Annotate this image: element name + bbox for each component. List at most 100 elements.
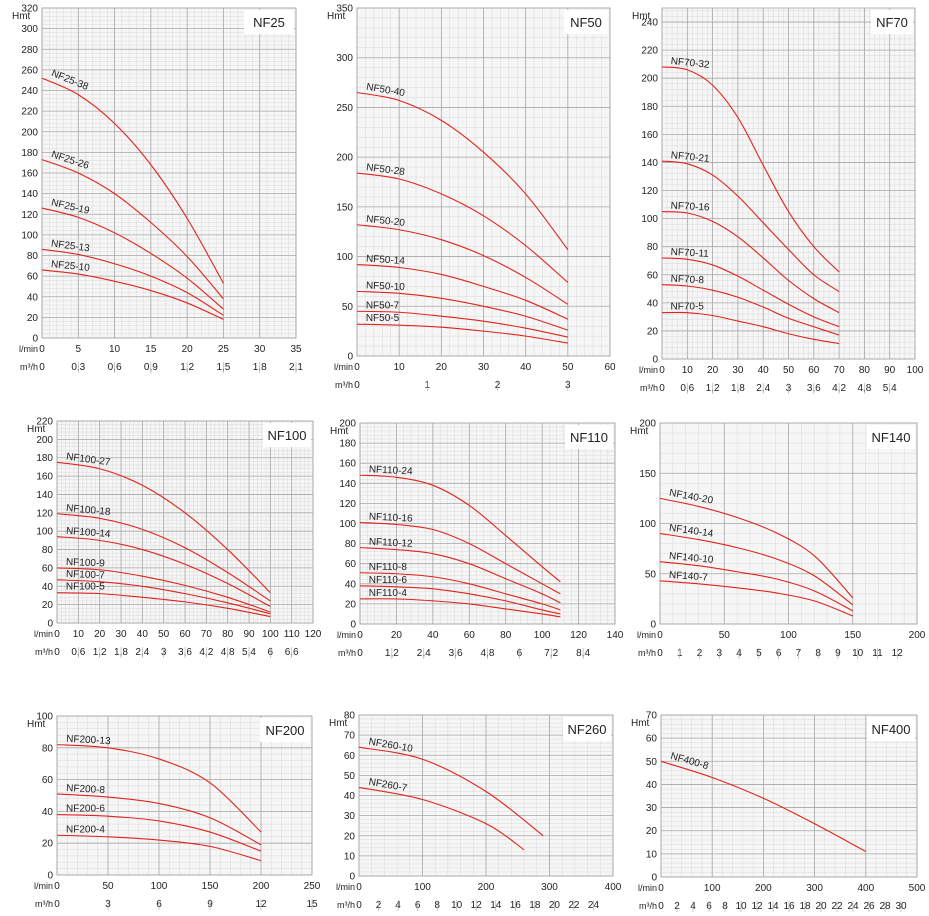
x-tick-label: 110 [284,629,300,640]
y-tick-label: 50 [645,569,657,580]
x-tick-label: 100 [414,882,431,893]
curve-nf100-27 [56,461,271,594]
curve-label: NF140-7 [669,570,709,584]
curve-label: NF110-4 [369,588,408,599]
y-tick-label: 200 [36,435,53,446]
x-tick-label: 250 [304,881,321,892]
curve-label: NF70-16 [670,201,710,214]
x-tick-label: 0 [657,630,663,641]
curve-nf70-21 [661,160,840,293]
grid [56,420,314,624]
chart-title-box [260,718,310,742]
curve-label: NF110-6 [369,575,408,586]
y-axis-label: Hmt [27,719,46,730]
y-axis-label: Hmt [27,424,46,435]
y-tick-label: 50 [344,771,356,782]
chart-title: NF100 [267,428,306,443]
y-tick-label: 200 [21,127,38,138]
curve-nf200-13 [56,744,262,833]
chart-title-box [867,717,915,741]
x-tick-label: 0 [54,881,60,892]
curve-nf100-9 [56,567,271,613]
curve-nf50-40 [356,91,569,250]
y-tick-label: 70 [344,731,356,742]
y-tick-label: 80 [344,711,356,722]
curve-label: NF50-14 [366,254,406,267]
x-tick-label: 20 [182,344,194,355]
y-axis-label: Hmt [327,11,346,22]
y-tick-label: 20 [646,826,658,837]
x-tick-label: 90 [243,629,255,640]
y-tick-label: 100 [639,519,656,530]
curve-label: NF200-8 [66,783,106,796]
x-tick-label: 40 [137,629,149,640]
curve-nf50-20 [356,224,569,305]
y-tick-label: 60 [344,751,356,762]
y-tick-label: 0 [47,871,53,882]
y-tick-label: 320 [21,4,38,15]
y-tick-label: 0 [650,620,656,631]
curve-label: NF110-16 [369,512,414,525]
chart-title-box [263,423,311,447]
y-tick-label: 160 [641,130,658,141]
x2-axis-label: m³/h [35,647,53,657]
y-tick-label: 140 [641,158,658,169]
curve-nf110-6 [359,585,561,615]
y-tick-label: 60 [27,272,39,283]
curve-nf50-28 [356,172,569,283]
x-tick-label: 70 [834,365,846,376]
y-tick-label: 20 [647,326,659,337]
curve-label: NF100-7 [66,569,106,582]
y-tick-label: 0 [349,872,355,883]
x-tick-label: 80 [500,630,512,641]
x-tick-label: 50 [719,630,731,641]
chart-title: NF260 [567,722,606,737]
x2-axis-label: m³/h [639,901,657,911]
x-tick-label: 10 [394,362,406,373]
x-tick-label: 40 [520,362,532,373]
y-tick-label: 100 [336,252,353,263]
y-tick-label: 40 [42,807,54,818]
y-tick-label: 200 [641,74,658,85]
curve-label: NF200-13 [66,734,111,747]
y-tick-label: 200 [336,153,353,164]
curve-label: NF100-5 [66,582,105,593]
x-tick-label: 300 [806,883,823,894]
x-tick-label: 5 [76,344,82,355]
x-tick-label: 0 [356,882,362,893]
y-tick-label: 0 [652,355,658,366]
x2-tick-label: 0 [658,901,664,912]
y-axis-label: Hmt [12,11,31,22]
y-axis-label: Hmt [330,426,349,437]
y-tick-label: 20 [42,600,54,611]
x-tick-label: 100 [907,365,924,376]
curve-nf110-16 [359,521,561,595]
chart-title: NF25 [253,15,285,30]
curve-label: NF70-5 [671,302,705,313]
y-tick-label: 40 [344,791,356,802]
y-tick-label: 80 [27,251,39,262]
y-tick-label: 160 [339,459,356,470]
curve-nf140-14 [659,533,854,606]
curve-nf70-8 [661,284,840,336]
x-axis-label: l/min [638,883,657,893]
y-tick-label: 150 [639,469,656,480]
y-tick-label: 160 [21,169,38,180]
curve-nf25-13 [41,248,224,316]
chart-title-box [563,717,611,741]
y-axis-label: Hmt [632,11,651,22]
y-tick-label: 180 [21,148,38,159]
y-tick-label: 10 [344,851,356,862]
curve-nf140-7 [659,580,853,617]
y-tick-label: 80 [42,743,54,754]
chart-title-box [565,425,613,449]
y-tick-label: 40 [646,780,658,791]
x-tick-label: 0 [659,365,665,376]
x-axis-label: l/min [637,630,656,640]
x-tick-label: 25 [218,344,230,355]
curve-nf140-10 [659,561,854,612]
curve-label: NF50-7 [366,300,400,311]
